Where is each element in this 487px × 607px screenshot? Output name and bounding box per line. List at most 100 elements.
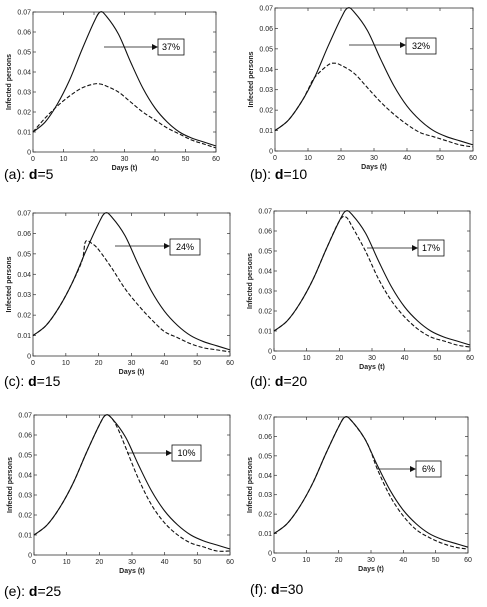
dashed-series-line bbox=[32, 83, 217, 149]
x-tick-label: 10 bbox=[304, 155, 312, 162]
dashed-series-line bbox=[32, 240, 231, 353]
y-tick-label: 0.01 bbox=[258, 329, 272, 336]
x-tick-label: 60 bbox=[464, 557, 472, 564]
y-tick-label: 0.05 bbox=[17, 251, 31, 258]
panel-label: (f): bbox=[250, 581, 271, 597]
y-tick-label: 0.03 bbox=[258, 289, 272, 296]
y-axis-label: Infected persons bbox=[6, 54, 13, 110]
param-value: =30 bbox=[279, 581, 304, 597]
chart-panel-b: 0 10 20 30 40 50 60 0 0.01 0.02 0.03 0.04 0.05 0.06 0.… bbox=[243, 0, 486, 200]
chart-d: 0 10 20 30 40 50 60 0 0.01 0.02 0.03 0.04 0.05 0.06 0.… bbox=[247, 209, 474, 372]
chart-panel-a: 0 10 20 30 40 50 60 0 0.01 0.02 0.03 0.04 0.05 0.06 0.… bbox=[0, 0, 243, 200]
annotation-label: 32% bbox=[412, 41, 430, 51]
solid-series-line bbox=[33, 414, 231, 550]
dashed-series-line bbox=[274, 62, 474, 148]
annotation-label: 24% bbox=[176, 242, 194, 252]
y-axis-label: Infected persons bbox=[248, 51, 255, 107]
param-name: d bbox=[28, 166, 38, 182]
y-tick-label: 0.07 bbox=[258, 415, 272, 422]
y-tick-label: 0.06 bbox=[17, 30, 31, 37]
y-tick-label: 0.03 bbox=[259, 87, 273, 94]
x-tick-label: 60 bbox=[226, 559, 234, 566]
x-tick-label: 30 bbox=[128, 559, 136, 566]
x-tick-label: 30 bbox=[370, 155, 378, 162]
param-value: =5 bbox=[37, 166, 54, 182]
param-name: d bbox=[274, 373, 284, 389]
plot-frame bbox=[32, 11, 217, 153]
y-tick-label: 0.02 bbox=[17, 313, 31, 320]
y-tick-label: 0 bbox=[268, 551, 272, 558]
solid-series-line bbox=[32, 212, 231, 351]
annotation-box bbox=[417, 239, 445, 257]
x-axis-label: Days (t) bbox=[119, 568, 145, 575]
x-axis-label: Days (t) bbox=[119, 369, 145, 376]
annotation-label: 17% bbox=[422, 243, 440, 253]
chart-e: 0 10 20 30 40 50 60 0 0.01 0.02 0.03 0.04 0.05 0.06 0.… bbox=[7, 413, 234, 576]
y-tick-label: 0.04 bbox=[258, 269, 272, 276]
x-tick-label: 50 bbox=[193, 559, 201, 566]
y-axis-label: Infected persons bbox=[247, 457, 254, 513]
y-tick-label: 0.03 bbox=[17, 292, 31, 299]
y-tick-label: 0 bbox=[27, 150, 31, 157]
dashed-series-line bbox=[273, 416, 469, 550]
y-tick-label: 0.05 bbox=[18, 453, 32, 460]
x-tick-label: 50 bbox=[436, 155, 444, 162]
panel-caption-b: (b): d=10 bbox=[250, 166, 307, 182]
solid-series-line bbox=[32, 11, 217, 147]
y-tick-label: 0.01 bbox=[259, 128, 273, 135]
y-tick-label: 0.01 bbox=[18, 533, 32, 540]
panel-label: (e): bbox=[4, 583, 29, 599]
plot-frame bbox=[273, 416, 469, 554]
x-tick-label: 0 bbox=[272, 355, 276, 362]
y-tick-label: 0.02 bbox=[259, 108, 273, 115]
chart-panel-d: 0 10 20 30 40 50 60 0 0.01 0.02 0.03 0.04 0.05 0.06 0.… bbox=[243, 203, 486, 403]
y-tick-label: 0.07 bbox=[17, 10, 31, 17]
panel-caption-a: (a): d=5 bbox=[4, 166, 53, 182]
y-tick-label: 0.07 bbox=[259, 6, 273, 13]
annotation-arrow-head bbox=[152, 44, 158, 50]
annotation-label: 6% bbox=[422, 464, 435, 474]
x-axis-label: Days (t) bbox=[359, 364, 385, 371]
x-tick-label: 60 bbox=[212, 156, 220, 163]
x-tick-label: 10 bbox=[62, 360, 70, 367]
x-tick-label: 0 bbox=[31, 360, 35, 367]
y-tick-label: 0.03 bbox=[17, 90, 31, 97]
y-tick-label: 0.01 bbox=[17, 130, 31, 137]
chart-c: 0 10 20 30 40 50 60 0 0.01 0.02 0.03 0.04 0.05 0.06 0.… bbox=[6, 211, 234, 377]
x-tick-label: 0 bbox=[32, 559, 36, 566]
x-tick-label: 20 bbox=[95, 559, 103, 566]
annotation-label: 10% bbox=[177, 448, 195, 458]
x-tick-label: 40 bbox=[399, 557, 407, 564]
annotation-arrow-head bbox=[410, 466, 416, 472]
y-axis-label: Infected persons bbox=[247, 253, 254, 309]
panel-label: (a): bbox=[4, 166, 29, 182]
y-tick-label: 0.03 bbox=[258, 492, 272, 499]
x-tick-label: 10 bbox=[63, 559, 71, 566]
param-value: =10 bbox=[283, 166, 308, 182]
x-tick-label: 50 bbox=[432, 557, 440, 564]
y-tick-label: 0.06 bbox=[258, 229, 272, 236]
x-tick-label: 20 bbox=[95, 360, 103, 367]
param-name: d bbox=[274, 166, 284, 182]
y-tick-label: 0.02 bbox=[17, 110, 31, 117]
y-tick-label: 0.06 bbox=[17, 231, 31, 238]
y-tick-label: 0.04 bbox=[259, 67, 273, 74]
y-tick-label: 0.07 bbox=[18, 413, 32, 420]
x-tick-label: 10 bbox=[303, 355, 311, 362]
plot-frame bbox=[274, 7, 474, 152]
y-tick-label: 0.04 bbox=[258, 473, 272, 480]
y-axis-label: Infected persons bbox=[7, 457, 14, 513]
y-tick-label: 0 bbox=[28, 553, 32, 560]
plot-frame bbox=[33, 414, 231, 556]
x-tick-label: 40 bbox=[161, 559, 169, 566]
solid-series-line bbox=[273, 416, 469, 548]
y-tick-label: 0.03 bbox=[18, 493, 32, 500]
y-tick-label: 0.05 bbox=[17, 50, 31, 57]
x-tick-label: 30 bbox=[367, 557, 375, 564]
annotation-arrow-head bbox=[412, 245, 418, 251]
y-tick-label: 0.05 bbox=[258, 453, 272, 460]
y-tick-label: 0.07 bbox=[258, 209, 272, 216]
annotation-box bbox=[405, 37, 437, 55]
param-value: =15 bbox=[36, 373, 61, 389]
y-tick-label: 0 bbox=[27, 354, 31, 361]
